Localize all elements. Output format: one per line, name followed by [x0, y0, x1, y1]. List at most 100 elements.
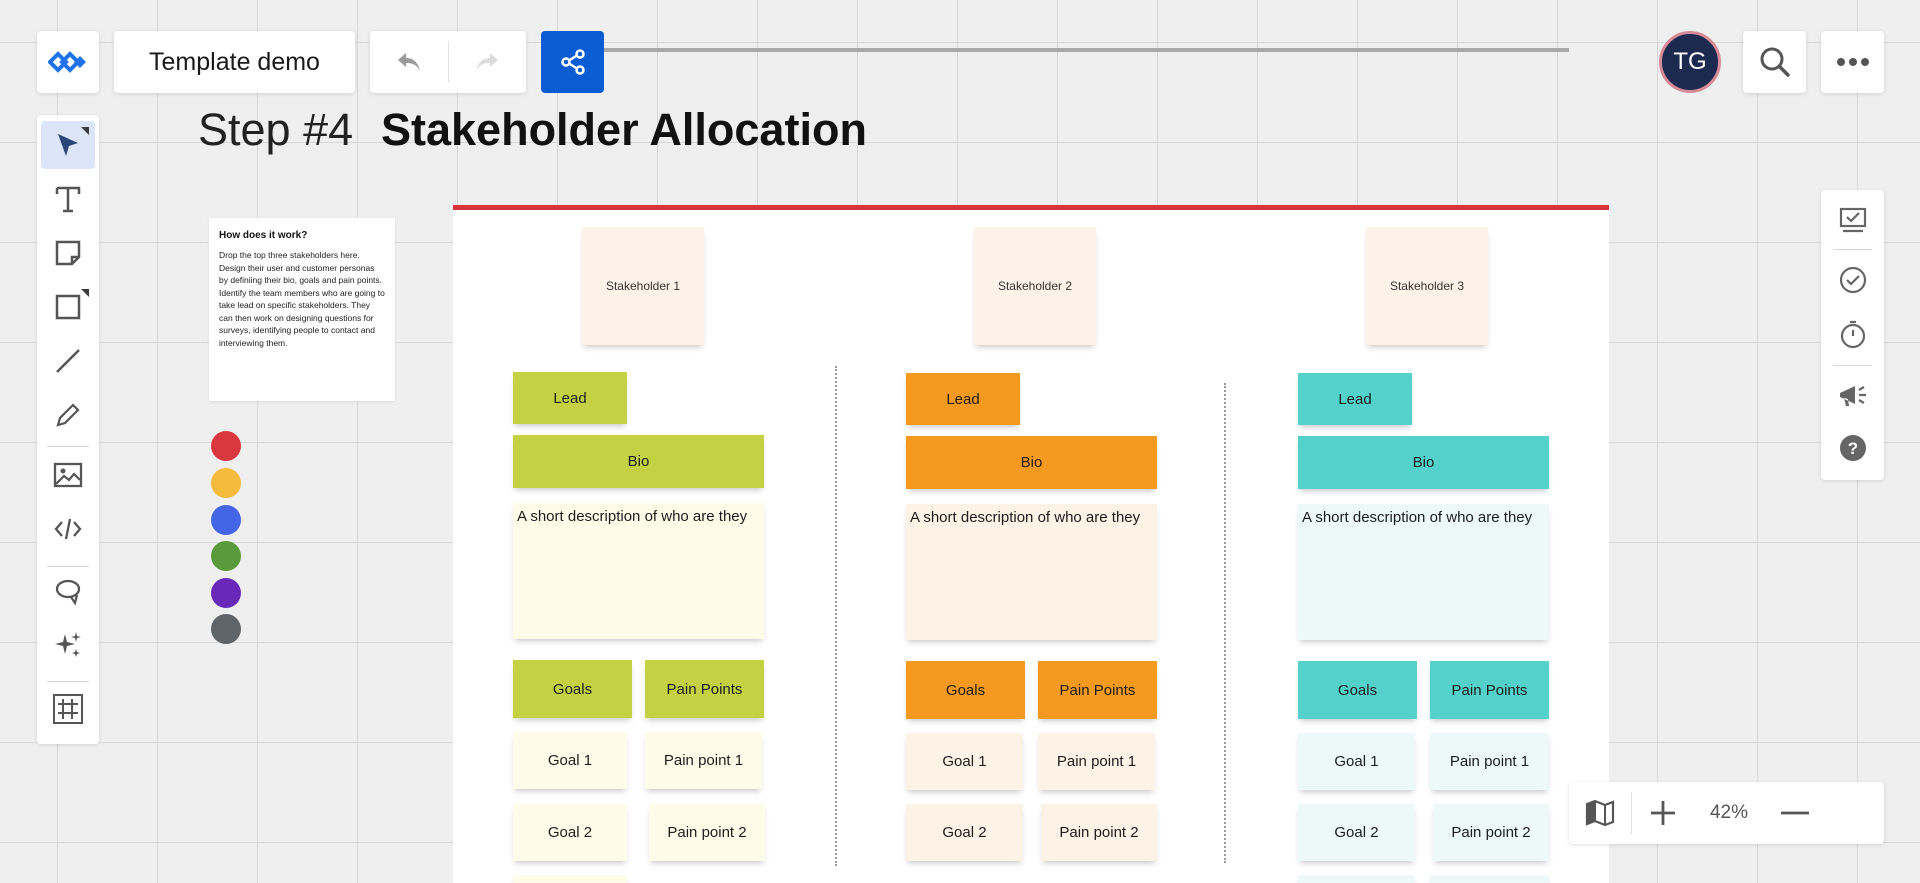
ai-sparkle-icon [55, 632, 81, 657]
swatch-green[interactable] [211, 541, 241, 571]
undo-button[interactable] [370, 31, 448, 93]
page-title: Stakeholder Allocation [381, 104, 867, 155]
redo-button[interactable] [449, 31, 527, 93]
share-button[interactable] [541, 31, 604, 93]
embed-icon [54, 518, 82, 540]
embed-tool[interactable] [41, 505, 95, 553]
goal-note[interactable]: Goal 2 [1298, 804, 1415, 861]
pain-point-note[interactable]: Pain point 2 [649, 804, 765, 861]
voting-button[interactable] [1821, 256, 1884, 304]
user-avatar[interactable]: TG [1659, 31, 1721, 93]
goal-note-partial[interactable] [1298, 875, 1415, 883]
line-icon [56, 349, 80, 373]
bio-description-note[interactable]: A short description of who are they [906, 504, 1157, 640]
left-toolbar [37, 115, 99, 744]
stakeholder-card[interactable]: Stakeholder 3 [1366, 227, 1488, 345]
column-divider [1224, 383, 1226, 863]
howto-note[interactable]: How does it work? Drop the top three sta… [209, 218, 395, 401]
pain-points-header-note[interactable]: Pain Points [645, 660, 764, 718]
stakeholder-card[interactable]: Stakeholder 2 [974, 227, 1096, 345]
right-panel: ? [1821, 190, 1884, 480]
pen-tool[interactable] [41, 391, 95, 439]
swatch-blue[interactable] [211, 505, 241, 535]
zoom-out-button[interactable] [1764, 782, 1826, 844]
pain-point-note[interactable]: Pain point 1 [1430, 733, 1549, 790]
presentation-button[interactable] [1821, 196, 1884, 244]
shape-icon [55, 294, 81, 320]
help-button[interactable]: ? [1821, 424, 1884, 472]
ai-tool[interactable] [41, 621, 95, 669]
svg-text:?: ? [1847, 439, 1857, 458]
goal-note[interactable]: Goal 1 [513, 732, 627, 789]
zoom-controls: 42% [1569, 782, 1884, 844]
frame-icon [53, 694, 83, 724]
presentation-icon [1839, 207, 1866, 233]
swatch-gray[interactable] [211, 614, 241, 644]
pain-point-note[interactable]: Pain point 1 [1038, 733, 1155, 790]
swatch-purple[interactable] [211, 578, 241, 608]
logo-icon [48, 51, 86, 73]
redo-icon [476, 53, 499, 71]
lead-note[interactable]: Lead [906, 373, 1020, 425]
pain-point-note[interactable]: Pain point 2 [1433, 804, 1549, 861]
frame-tool[interactable] [41, 685, 95, 733]
goal-note[interactable]: Goal 1 [1298, 733, 1415, 790]
canvas-connector-line [604, 48, 1569, 52]
search-button[interactable] [1743, 31, 1806, 93]
share-icon [560, 49, 585, 75]
board-title[interactable]: Template demo [114, 31, 355, 93]
sticky-note-tool[interactable] [41, 229, 95, 277]
megaphone-icon [1839, 386, 1866, 406]
swatch-red[interactable] [211, 431, 241, 461]
search-icon [1760, 47, 1790, 77]
line-tool[interactable] [41, 337, 95, 385]
pain-points-header-note[interactable]: Pain Points [1430, 661, 1549, 719]
goal-note[interactable]: Goal 2 [906, 804, 1023, 861]
lead-note[interactable]: Lead [1298, 373, 1412, 425]
text-tool[interactable] [41, 175, 95, 223]
bio-description-note[interactable]: A short description of who are they [1298, 504, 1549, 640]
announce-button[interactable] [1821, 372, 1884, 420]
goal-note-partial[interactable] [513, 875, 627, 883]
stakeholder-frame[interactable]: Stakeholder 1 Lead Bio A short descripti… [453, 205, 1609, 883]
timer-icon [1840, 320, 1865, 349]
map-icon [1585, 799, 1615, 827]
pain-point-note[interactable]: Pain point 1 [645, 732, 762, 789]
zoom-level[interactable]: 42% [1709, 802, 1749, 823]
stakeholder-card[interactable]: Stakeholder 1 [582, 227, 704, 345]
select-icon [58, 134, 78, 156]
shape-tool[interactable] [41, 283, 95, 331]
minus-icon [1781, 811, 1809, 815]
image-tool[interactable] [41, 451, 95, 499]
bio-note[interactable]: Bio [513, 435, 764, 488]
lead-note[interactable]: Lead [513, 372, 627, 424]
zoom-in-button[interactable] [1632, 782, 1694, 844]
bio-description-note[interactable]: A short description of who are they [513, 503, 764, 639]
more-options-button[interactable] [1821, 31, 1884, 93]
step-label: Step #4 [198, 104, 354, 155]
goals-header-note[interactable]: Goals [906, 661, 1025, 719]
goal-note[interactable]: Goal 1 [906, 733, 1023, 790]
goals-header-note[interactable]: Goals [513, 660, 632, 718]
bio-note[interactable]: Bio [1298, 436, 1549, 489]
select-tool[interactable] [41, 121, 95, 169]
lasso-icon [55, 579, 81, 605]
text-icon [55, 186, 81, 213]
pain-points-header-note[interactable]: Pain Points [1038, 661, 1157, 719]
pain-point-note[interactable]: Pain point 2 [1041, 804, 1157, 861]
goal-note[interactable]: Goal 2 [513, 804, 627, 861]
check-circle-icon [1839, 266, 1866, 294]
lasso-tool[interactable] [41, 567, 95, 615]
plus-icon [1651, 801, 1675, 825]
howto-title: How does it work? [219, 230, 308, 241]
image-icon [53, 462, 83, 488]
minimap-button[interactable] [1569, 782, 1631, 844]
sticky-note-icon [55, 240, 81, 266]
pain-point-note-partial[interactable] [1430, 875, 1549, 883]
bio-note[interactable]: Bio [906, 436, 1157, 489]
timer-button[interactable] [1821, 310, 1884, 358]
history-controls [370, 31, 526, 93]
app-logo-button[interactable] [37, 31, 99, 93]
goals-header-note[interactable]: Goals [1298, 661, 1417, 719]
swatch-yellow[interactable] [211, 468, 241, 498]
